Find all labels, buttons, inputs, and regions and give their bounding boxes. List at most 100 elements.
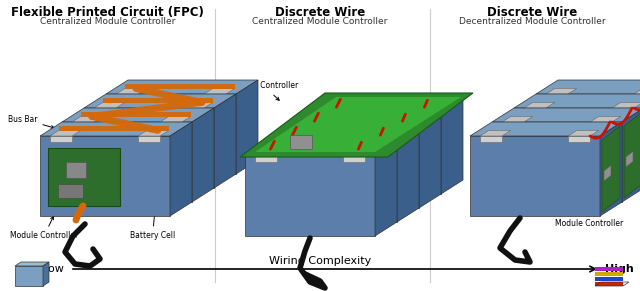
Polygon shape <box>590 122 612 128</box>
Polygon shape <box>321 114 343 120</box>
Polygon shape <box>600 122 622 216</box>
FancyBboxPatch shape <box>58 184 83 198</box>
Text: Module Controller: Module Controller <box>555 194 623 228</box>
Polygon shape <box>502 122 524 128</box>
Polygon shape <box>106 80 258 94</box>
Polygon shape <box>84 94 236 108</box>
Polygon shape <box>182 108 204 114</box>
Polygon shape <box>94 108 116 114</box>
Polygon shape <box>480 130 511 136</box>
Text: Module Controller: Module Controller <box>230 81 298 100</box>
Polygon shape <box>43 262 49 286</box>
Text: Low: Low <box>43 264 65 274</box>
Polygon shape <box>40 122 192 136</box>
Polygon shape <box>94 102 125 108</box>
Polygon shape <box>125 84 235 88</box>
Polygon shape <box>612 102 640 108</box>
Polygon shape <box>590 116 621 122</box>
Polygon shape <box>502 116 532 122</box>
Polygon shape <box>62 122 192 202</box>
Polygon shape <box>595 267 623 271</box>
Polygon shape <box>116 88 147 94</box>
Polygon shape <box>375 142 397 236</box>
Polygon shape <box>255 150 286 156</box>
Polygon shape <box>277 136 308 142</box>
Polygon shape <box>59 126 169 130</box>
Polygon shape <box>365 142 387 148</box>
Polygon shape <box>245 142 397 156</box>
Polygon shape <box>409 109 440 114</box>
Polygon shape <box>321 109 352 114</box>
Text: Discrete Wire: Discrete Wire <box>487 6 578 19</box>
Text: Centralized Module Controller: Centralized Module Controller <box>252 17 388 26</box>
Polygon shape <box>81 112 191 116</box>
Polygon shape <box>289 128 419 208</box>
Polygon shape <box>50 130 81 136</box>
Polygon shape <box>595 277 623 281</box>
Polygon shape <box>289 114 441 128</box>
Polygon shape <box>160 122 182 128</box>
Polygon shape <box>470 122 622 136</box>
Polygon shape <box>182 102 212 108</box>
Polygon shape <box>514 94 640 108</box>
Polygon shape <box>240 93 473 157</box>
Text: Discrete Wire: Discrete Wire <box>275 6 365 19</box>
Polygon shape <box>492 122 622 202</box>
Polygon shape <box>546 94 568 100</box>
Polygon shape <box>365 136 396 142</box>
Polygon shape <box>419 114 441 208</box>
Polygon shape <box>626 151 633 167</box>
Polygon shape <box>524 102 555 108</box>
Polygon shape <box>72 122 94 128</box>
Polygon shape <box>604 165 611 181</box>
Polygon shape <box>387 123 418 128</box>
Polygon shape <box>204 94 226 100</box>
Polygon shape <box>84 108 214 188</box>
Polygon shape <box>72 116 103 122</box>
Polygon shape <box>62 108 214 122</box>
Polygon shape <box>624 112 640 198</box>
Polygon shape <box>170 122 192 216</box>
Polygon shape <box>160 116 191 122</box>
Polygon shape <box>634 88 640 94</box>
Text: Bus Bar: Bus Bar <box>8 114 54 129</box>
Polygon shape <box>622 108 640 202</box>
Polygon shape <box>311 100 463 114</box>
Polygon shape <box>40 136 170 216</box>
Polygon shape <box>192 108 214 202</box>
Polygon shape <box>343 150 374 156</box>
Polygon shape <box>470 136 600 216</box>
Polygon shape <box>524 108 546 114</box>
Polygon shape <box>568 130 599 136</box>
Polygon shape <box>387 128 409 134</box>
Text: Module Controller: Module Controller <box>10 217 78 240</box>
Polygon shape <box>204 88 235 94</box>
Polygon shape <box>138 130 169 136</box>
Polygon shape <box>492 108 640 122</box>
Polygon shape <box>546 88 577 94</box>
Polygon shape <box>214 94 236 188</box>
Polygon shape <box>15 262 49 266</box>
Polygon shape <box>255 97 461 152</box>
Polygon shape <box>267 142 397 222</box>
Text: Flexible Printed Circuit (FPC): Flexible Printed Circuit (FPC) <box>11 6 204 19</box>
Polygon shape <box>595 282 623 286</box>
Polygon shape <box>514 108 640 188</box>
Polygon shape <box>602 126 620 212</box>
Polygon shape <box>595 272 623 276</box>
Text: Decentralized Module Controller: Decentralized Module Controller <box>459 17 606 26</box>
Polygon shape <box>255 156 277 162</box>
Polygon shape <box>106 94 236 174</box>
Text: Wiring Complexity: Wiring Complexity <box>269 256 371 266</box>
Polygon shape <box>15 266 43 286</box>
FancyBboxPatch shape <box>290 135 312 149</box>
Polygon shape <box>311 114 441 194</box>
Polygon shape <box>236 80 258 174</box>
FancyBboxPatch shape <box>66 162 86 178</box>
Polygon shape <box>568 136 590 142</box>
Polygon shape <box>299 128 321 134</box>
Polygon shape <box>441 100 463 194</box>
Polygon shape <box>277 142 299 148</box>
Polygon shape <box>50 136 72 142</box>
Polygon shape <box>536 94 640 174</box>
